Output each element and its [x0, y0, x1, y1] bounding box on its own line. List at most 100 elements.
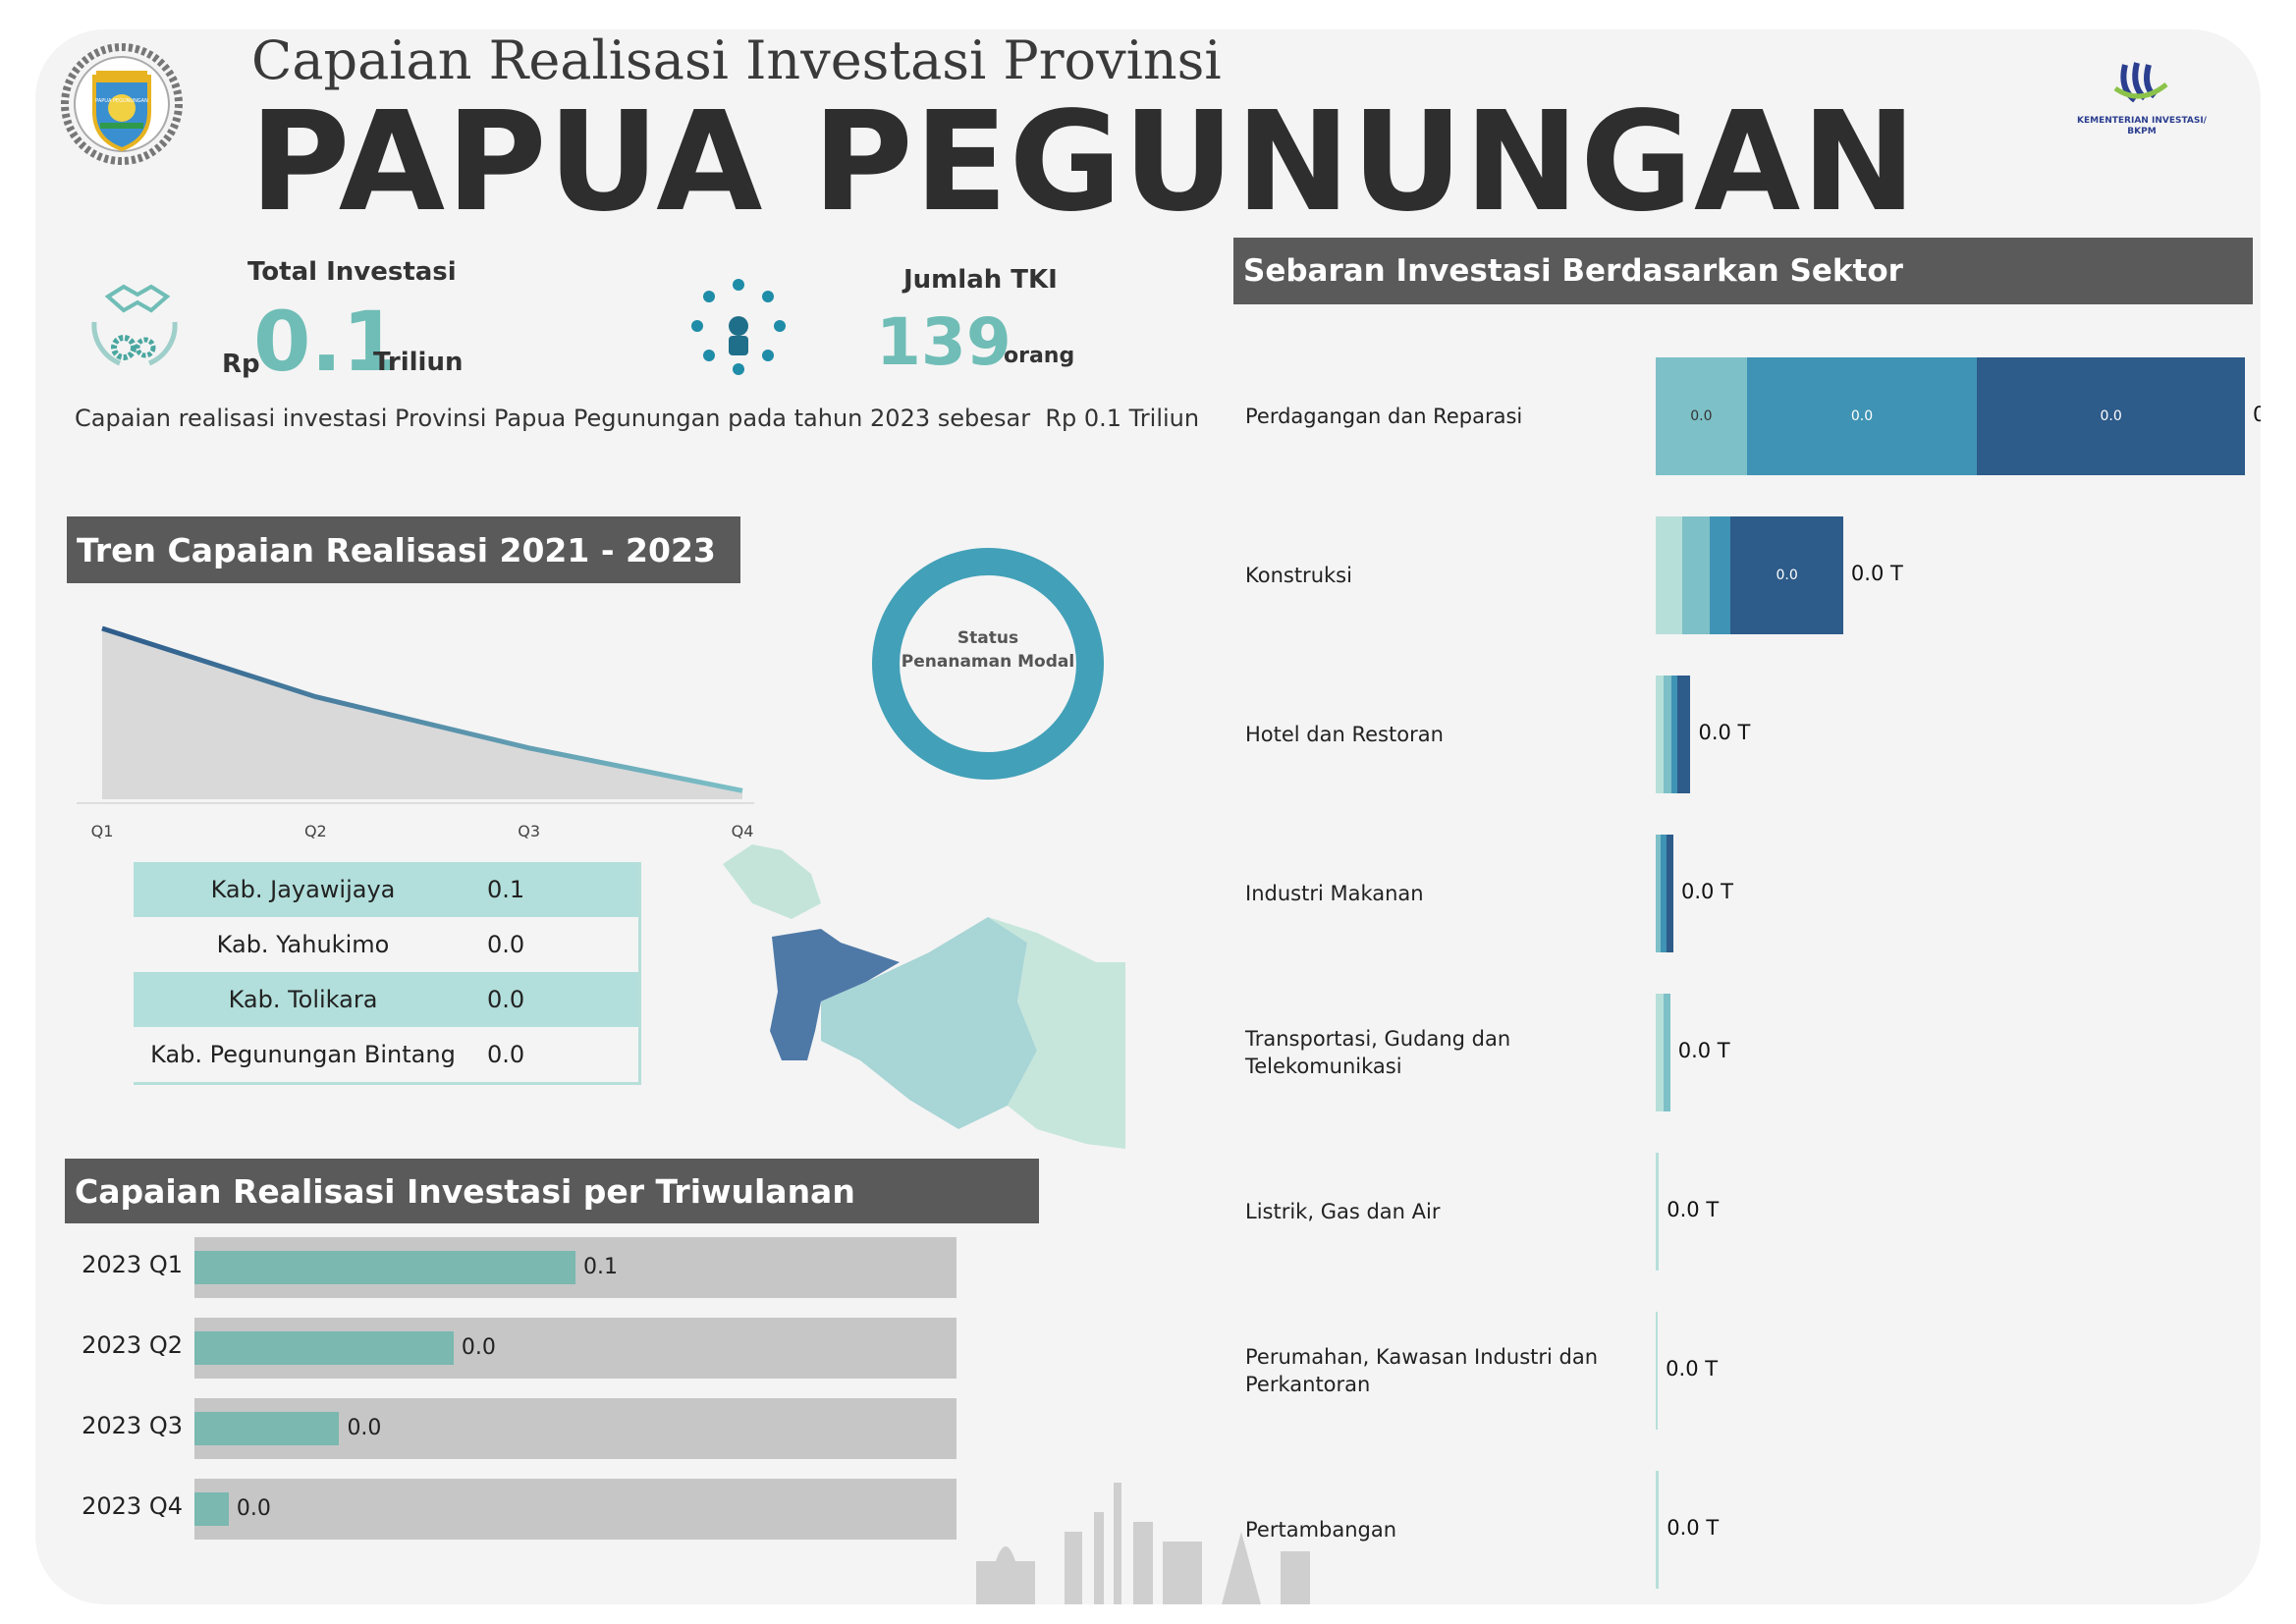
quarter-bar-value: 0.0 [236, 1496, 271, 1521]
kabupaten-value: 0.0 [487, 1041, 525, 1068]
total-investasi-value: 0.1 [253, 294, 400, 390]
sector-total-label: 0.0 T [1698, 721, 1751, 744]
table-row[interactable]: Kab. Pegunungan Bintang 0.0 [134, 1027, 638, 1082]
sector-bar-segment[interactable] [1664, 994, 1670, 1111]
province-logo-text: PAPUA PEGUNUNGAN [95, 98, 148, 104]
skyline-watermark [976, 1483, 1310, 1604]
table-row[interactable]: Kab. Tolikara 0.0 [134, 972, 638, 1027]
trend-tick-label: Q4 [732, 822, 754, 840]
dashboard-card: PAPUA PEGUNUNGAN Capaian Realisasi Inves… [35, 29, 2261, 1604]
sector-label: Listrik, Gas dan Air [1245, 1200, 1441, 1223]
sector-segment-label: 0.0 [1776, 568, 1798, 583]
quarterly-title-banner: Capaian Realisasi Investasi per Triwulan… [65, 1159, 1039, 1223]
sector-bar-segment[interactable] [1656, 994, 1665, 1111]
quarter-bar[interactable] [194, 1492, 229, 1526]
kabupaten-value: 0.0 [487, 931, 525, 958]
kabupaten-name: Kab. Pegunungan Bintang [150, 1041, 456, 1068]
quarter-bar-value: 0.0 [347, 1416, 382, 1440]
sector-bar-segment[interactable] [1656, 1471, 1660, 1589]
sector-bar-segment[interactable] [1656, 516, 1683, 634]
workers-network-icon [687, 275, 790, 377]
quarter-label: 2023 Q2 [82, 1331, 183, 1359]
sector-segment-label: 0.0 [2100, 408, 2122, 424]
sector-title-banner: Sebaran Investasi Berdasarkan Sektor [1233, 238, 2253, 304]
ministry-logo [2086, 59, 2194, 118]
total-investasi-label: Total Investasi [247, 257, 457, 287]
page-subtitle: Capaian Realisasi Investasi Provinsi [251, 29, 1222, 91]
sector-total-label: 0.1 T [2253, 403, 2261, 426]
sector-segment-label: 0.0 [1690, 408, 1713, 424]
summary-text: Capaian realisasi investasi Provinsi Pap… [75, 405, 1200, 432]
kabupaten-value: 0.0 [487, 986, 525, 1013]
tki-unit: orang [1004, 344, 1075, 368]
sector-label: Transportasi, Gudang dan Telekomunikasi [1245, 1027, 1511, 1078]
quarterly-bar-chart: 2023 Q1 0.1 2023 Q2 0.0 2023 Q3 0.0 2023 Q4 0.0 [65, 1237, 1008, 1551]
tki-value: 139 [876, 304, 1011, 380]
trend-area-chart: Q1 Q2 Q3 Q4 [77, 625, 754, 840]
trend-line [101, 625, 743, 793]
regency-map[interactable] [713, 835, 1175, 1159]
trend-title: Tren Capaian Realisasi 2021 - 2023 [77, 530, 716, 569]
kabupaten-name: Kab. Tolikara [228, 986, 378, 1013]
kabupaten-name: Kab. Jayawijaya [210, 876, 396, 903]
quarter-bar-value: 0.1 [583, 1255, 618, 1279]
sector-bar-segment[interactable] [1682, 516, 1710, 634]
sector-bar-segment[interactable] [1666, 835, 1673, 952]
quarter-label: 2023 Q3 [82, 1412, 183, 1439]
map-region-jayawijaya[interactable] [770, 929, 900, 1060]
sector-bar-segment[interactable] [1676, 676, 1691, 793]
sector-bar-segment[interactable] [1664, 676, 1672, 793]
sector-title: Sebaran Investasi Berdasarkan Sektor [1243, 253, 1903, 289]
sector-bar-segment[interactable] [1661, 835, 1667, 952]
sector-bar-segment[interactable] [1671, 676, 1677, 793]
kabupaten-name: Kab. Yahukimo [216, 931, 390, 958]
sector-label: Perdagangan dan Reparasi [1245, 405, 1523, 428]
sector-total-label: 0.0 T [1667, 1198, 1720, 1221]
map-region-yahukimo[interactable] [821, 917, 1037, 1129]
sector-bar-segment[interactable]: 0.0 [1656, 357, 1747, 475]
trend-area [102, 628, 742, 799]
sector-bar-segment[interactable]: 0.0 [1977, 357, 2245, 475]
sector-bar-segment[interactable] [1656, 1312, 1659, 1430]
donut-ring [872, 548, 1104, 780]
province-logo [61, 43, 183, 165]
map-region-pegunungan-bintang[interactable] [988, 917, 1125, 1149]
sector-segment-label: 0.0 [1850, 408, 1874, 424]
quarter-bar[interactable] [194, 1251, 575, 1284]
sector-label: Hotel dan Restoran [1245, 723, 1444, 746]
sector-bar-chart: Perdagangan dan Reparasi 0.0 0.0 0.0 0.1 T Ko… [1233, 314, 2261, 1591]
donut-label-1: Status [957, 628, 1019, 648]
sector-label: Industri Makanan [1245, 882, 1424, 905]
quarter-bar[interactable] [194, 1412, 340, 1445]
trend-tick-label: Q3 [518, 822, 540, 840]
sector-label: Perumahan, Kawasan Industri dan Perkanto… [1245, 1345, 1599, 1396]
trend-title-banner: Tren Capaian Realisasi 2021 - 2023 [67, 516, 740, 583]
sector-total-label: 0.0 T [1666, 1357, 1719, 1380]
table-row[interactable]: Kab. Yahukimo 0.0 [134, 917, 638, 972]
ministry-logo-text: KEMENTERIAN INVESTASI/ BKPM [2077, 116, 2207, 136]
sector-bar-segment[interactable] [1709, 516, 1731, 634]
sector-label: Pertambangan [1245, 1518, 1397, 1542]
quarter-bar-value: 0.0 [461, 1335, 496, 1360]
total-investasi-prefix: Rp [222, 350, 260, 379]
page-title: PAPUA PEGUNUNGAN [249, 82, 1918, 243]
table-row[interactable]: Kab. Jayawijaya 0.1 [134, 862, 638, 917]
quarter-bar[interactable] [194, 1331, 454, 1365]
donut-label-2: Penanaman Modal [901, 652, 1075, 672]
trend-tick-label: Q1 [91, 822, 114, 840]
sector-total-label: 0.0 T [1667, 1516, 1720, 1540]
sector-total-label: 0.0 T [1681, 880, 1733, 903]
sector-bar-segment[interactable] [1656, 1153, 1660, 1271]
status-donut [872, 548, 1104, 780]
sector-bar-segment[interactable]: 0.0 [1746, 357, 1978, 475]
sector-label: Konstruksi [1245, 564, 1352, 587]
sector-bar-segment[interactable] [1656, 676, 1665, 793]
sector-total-label: 0.0 T [1850, 562, 1903, 585]
handshake-gear-icon [81, 273, 189, 371]
quarterly-title: Capaian Realisasi Investasi per Triwulan… [75, 1171, 855, 1211]
sector-total-label: 0.0 T [1677, 1039, 1730, 1062]
sector-bar-segment[interactable] [1656, 835, 1662, 952]
quarter-label: 2023 Q1 [82, 1251, 183, 1278]
sector-bar-segment[interactable]: 0.0 [1730, 516, 1843, 634]
map-region-north[interactable] [723, 844, 821, 919]
